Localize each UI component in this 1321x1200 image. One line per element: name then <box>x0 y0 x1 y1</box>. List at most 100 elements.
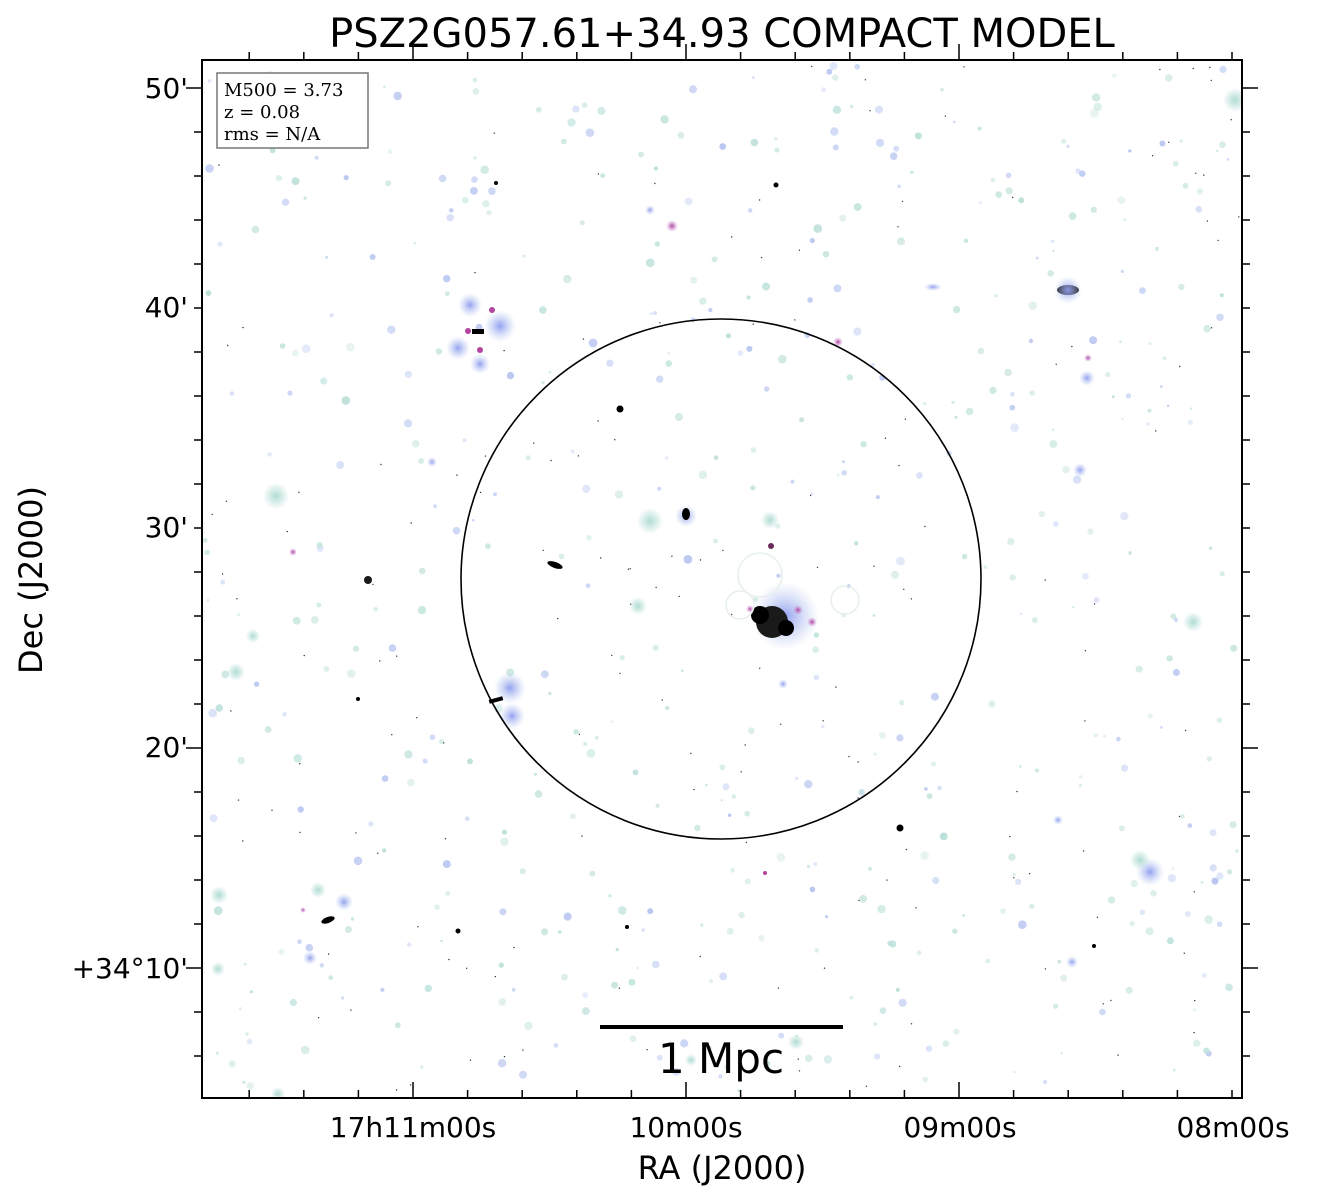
faint-source <box>611 981 619 989</box>
faint-source <box>1166 655 1173 662</box>
faint-source <box>665 705 670 710</box>
source-blob <box>211 962 225 976</box>
faint-source <box>854 64 860 70</box>
source-blob <box>494 672 526 704</box>
faint-source <box>854 541 859 546</box>
noise-dot <box>1210 79 1212 82</box>
noise-dot <box>1179 365 1181 368</box>
faint-source <box>873 1022 878 1026</box>
faint-source <box>278 948 285 955</box>
faint-source <box>1215 149 1219 153</box>
faint-source <box>236 613 240 617</box>
faint-source <box>1125 986 1133 994</box>
faint-source <box>930 692 939 701</box>
faint-source <box>301 344 311 354</box>
faint-source <box>1173 1068 1176 1072</box>
faint-source <box>462 196 469 204</box>
noise-dot <box>1110 999 1112 1002</box>
noise-dot <box>299 831 301 834</box>
faint-source <box>1166 404 1170 408</box>
faint-source <box>429 734 436 740</box>
faint-source <box>699 923 704 927</box>
y-tick-label: 30' <box>145 511 188 544</box>
faint-source <box>849 104 854 109</box>
noise-dot <box>811 65 813 68</box>
faint-source <box>1187 419 1193 425</box>
faint-source <box>841 470 847 476</box>
faint-source <box>653 166 659 171</box>
faint-source <box>746 295 751 300</box>
faint-source <box>381 775 389 782</box>
faint-source <box>207 79 212 83</box>
faint-source <box>535 106 542 113</box>
faint-source <box>561 973 568 981</box>
faint-source <box>1172 669 1180 676</box>
faint-source <box>472 88 480 95</box>
faint-source <box>586 535 592 541</box>
faint-source <box>228 1060 236 1068</box>
axis-ticks <box>186 44 1258 1098</box>
faint-source <box>485 543 491 550</box>
faint-source <box>813 674 820 681</box>
noise-dot <box>379 660 381 662</box>
faint-source <box>486 210 492 216</box>
faint-source <box>540 670 549 679</box>
faint-source <box>1116 736 1121 742</box>
faint-source <box>690 276 698 284</box>
faint-source <box>1020 612 1023 616</box>
noise-dot <box>1217 239 1219 242</box>
noise-dot <box>1193 1031 1195 1034</box>
noise-dot <box>533 442 535 444</box>
faint-source <box>925 1045 933 1052</box>
noise-dot <box>1155 430 1157 432</box>
noise-dot <box>484 455 487 457</box>
source-blob <box>761 511 779 529</box>
faint-source <box>1005 187 1013 195</box>
faint-source <box>340 996 345 1000</box>
faint-source <box>352 645 360 652</box>
faint-source <box>897 184 901 188</box>
faint-source <box>462 438 467 443</box>
faint-source <box>600 173 606 179</box>
faint-source <box>388 644 397 652</box>
faint-source <box>246 1082 254 1090</box>
source-blob <box>210 886 228 904</box>
noise-dot <box>869 110 871 112</box>
faint-source <box>385 180 392 187</box>
sky-image: 1 Mpc <box>202 60 1242 1098</box>
faint-source <box>924 787 928 791</box>
faint-source <box>979 201 982 205</box>
faint-source <box>1180 813 1185 819</box>
scale-bar-label: 1 Mpc <box>658 1034 784 1083</box>
faint-source <box>674 412 684 422</box>
faint-source <box>1089 109 1099 118</box>
faint-source <box>511 987 516 992</box>
x-tick-label: 17h11m00s <box>330 1111 497 1144</box>
faint-source <box>350 917 355 921</box>
noise-dot <box>1102 1003 1104 1005</box>
source-core <box>768 543 774 549</box>
source-blob <box>1130 850 1150 870</box>
faint-source <box>435 348 443 355</box>
faint-source <box>922 1076 928 1083</box>
faint-source <box>445 890 451 896</box>
noise-dot <box>410 522 412 524</box>
faint-source <box>1147 713 1153 719</box>
faint-source <box>870 363 875 367</box>
faint-source <box>383 85 386 89</box>
noise-dot <box>1192 67 1194 70</box>
faint-source <box>832 144 839 151</box>
faint-source <box>895 987 900 992</box>
faint-source <box>438 739 445 745</box>
noise-dot <box>597 420 599 422</box>
faint-source <box>569 813 576 820</box>
faint-source <box>1105 371 1111 378</box>
faint-source <box>963 238 969 243</box>
faint-source <box>776 853 786 862</box>
source-blob <box>645 205 655 215</box>
faint-source <box>1043 1079 1048 1085</box>
faint-source <box>563 912 572 921</box>
faint-source <box>995 191 1002 198</box>
faint-source <box>482 200 490 208</box>
noise-dot <box>242 326 244 329</box>
